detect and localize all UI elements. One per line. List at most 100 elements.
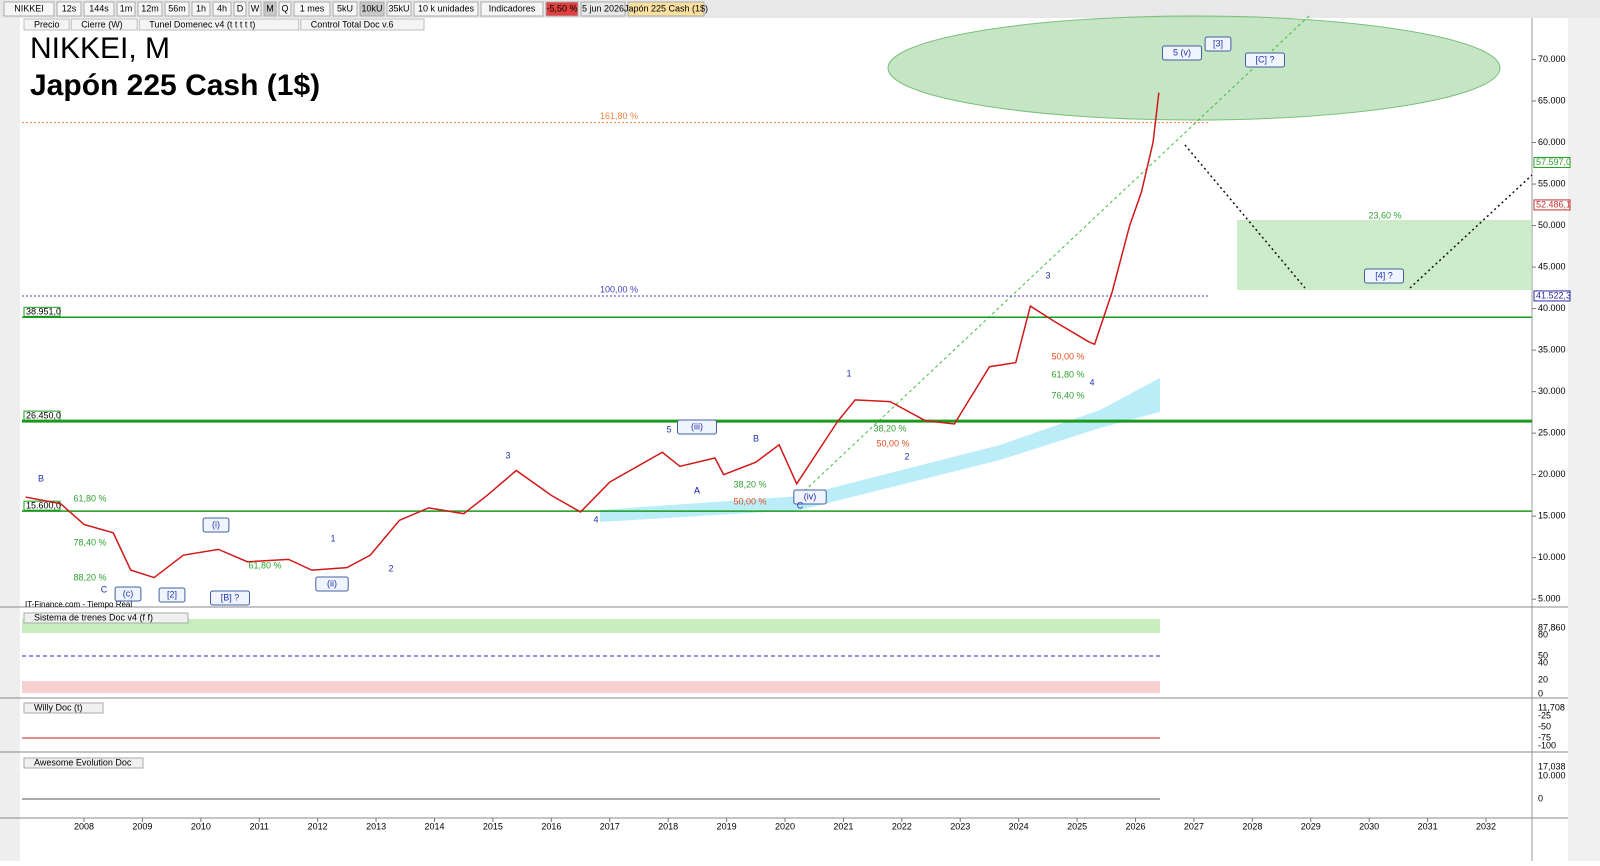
panel-header[interactable]	[23, 702, 104, 714]
symbol-select[interactable]	[3, 1, 55, 17]
chart-title: NIKKEI, M	[30, 32, 170, 65]
legend-item[interactable]	[300, 18, 425, 31]
panel-tick-label: -100	[1538, 740, 1556, 750]
panel-name[interactable]: Awesome Evolution Doc	[34, 757, 132, 767]
fib-annotation: 78,40 %	[73, 537, 106, 547]
wave-label: 4	[593, 514, 598, 524]
wave-label: 3	[1045, 270, 1050, 280]
x-tick-label: 2021	[833, 821, 853, 831]
wave-box	[202, 517, 230, 533]
level-tag	[23, 306, 61, 317]
instrument-badge[interactable]	[627, 1, 705, 17]
timeframe-button[interactable]	[278, 1, 292, 17]
fib-annotation: 50,00 %	[876, 438, 909, 448]
legend-item[interactable]	[70, 18, 138, 31]
panel-header[interactable]	[23, 612, 189, 624]
timeframe-button[interactable]	[212, 1, 232, 17]
change-badge[interactable]	[545, 1, 579, 17]
wave-label: (iv)	[804, 491, 817, 501]
timeframe-button-label[interactable]: Q	[281, 3, 288, 13]
wave-box	[158, 587, 186, 603]
date-label[interactable]	[580, 1, 626, 17]
period-select-label[interactable]: 1 mes	[300, 3, 325, 13]
timeframe-button-label[interactable]: 1h	[196, 3, 206, 13]
panels-area	[22, 607, 1532, 821]
wave-label: [4] ?	[1375, 270, 1393, 280]
date-label-label[interactable]: 5 jun 2026	[582, 3, 624, 13]
timeframe-button[interactable]	[233, 1, 247, 17]
period-select[interactable]	[293, 1, 331, 17]
wave-box	[793, 489, 827, 505]
x-tick-label: 2013	[366, 821, 386, 831]
timeframe-button-label[interactable]: M	[266, 3, 274, 13]
timeframe-button-label[interactable]: 144s	[89, 3, 109, 13]
symbol-select-label[interactable]: NIKKEI	[14, 3, 44, 13]
timeframe-button[interactable]	[191, 1, 211, 17]
panel-name[interactable]: Willy Doc (t)	[34, 702, 83, 712]
legend-label[interactable]: Precio	[34, 19, 60, 29]
panel-name[interactable]: Sistema de trenes Doc v4 (f f)	[34, 612, 153, 622]
price-tag	[1533, 290, 1571, 302]
wave-label: 3	[505, 450, 510, 460]
unit-button-label[interactable]: 10kU	[361, 3, 382, 13]
wave-label: (c)	[123, 588, 134, 598]
x-tick-label: 2030	[1359, 821, 1379, 831]
legend-label[interactable]: Control Total Doc v.6	[311, 19, 394, 29]
timeframe-button-label[interactable]: 12s	[62, 3, 77, 13]
unit-select[interactable]	[413, 1, 479, 17]
timeframe-button[interactable]	[263, 1, 277, 17]
unit-button[interactable]	[359, 1, 385, 17]
timeframe-button-label[interactable]: 4h	[217, 3, 227, 13]
timeframe-button-label[interactable]: 1m	[120, 3, 133, 13]
timeframe-button[interactable]	[56, 1, 82, 17]
legend-label[interactable]: Tunel Domenec v4 (t t t t t)	[149, 19, 255, 29]
y-tick-label: 10.000	[1538, 552, 1566, 562]
panel-tick-label: 20	[1538, 674, 1548, 684]
panel-tick-label: 0	[1538, 688, 1543, 698]
unit-button-label[interactable]: 5kU	[337, 3, 353, 13]
wave-box	[677, 419, 717, 435]
panel-header[interactable]	[23, 757, 144, 769]
oversold-band	[22, 681, 1160, 693]
x-tick-label: 2020	[775, 821, 795, 831]
timeframe-button-label[interactable]: 56m	[168, 3, 186, 13]
wave-label: C	[101, 584, 108, 594]
x-tick-label: 2031	[1418, 821, 1438, 831]
timeframe-button[interactable]	[248, 1, 262, 17]
change-badge-label[interactable]: -5,50 %	[546, 3, 577, 13]
timeframe-button[interactable]	[83, 1, 115, 17]
wave-box	[1364, 268, 1404, 284]
panel-tick-label: -25	[1538, 710, 1551, 720]
level-tag	[23, 410, 61, 421]
unit-button[interactable]	[332, 1, 358, 17]
unit-button-label[interactable]: 35kU	[388, 3, 409, 13]
level-label: 38.951,0	[26, 307, 61, 317]
timeframe-button[interactable]	[116, 1, 136, 17]
timeframe-button[interactable]	[164, 1, 190, 17]
timeframe-button-label[interactable]: D	[237, 3, 244, 13]
x-tick-label: 2026	[1125, 821, 1145, 831]
fib-annotation: 50,00 %	[1051, 351, 1084, 361]
timeframe-button-label[interactable]: W	[251, 3, 260, 13]
timeframe-button-label[interactable]: 12m	[141, 3, 159, 13]
unit-select-label[interactable]: 10 k unidades	[418, 3, 475, 13]
fib-annotation: 88,20 %	[73, 572, 106, 582]
indicators-button-label[interactable]: Indicadores	[489, 3, 536, 13]
wave-label: [3]	[1213, 38, 1223, 48]
indicators-button[interactable]	[480, 1, 544, 17]
legend-item[interactable]	[138, 18, 300, 31]
price-tag-label: 52.486,1	[1536, 199, 1571, 209]
legend-item[interactable]	[23, 18, 70, 31]
x-tick-label: 2010	[191, 821, 211, 831]
fib-label: 100,00 %	[600, 284, 638, 294]
timeframe-button[interactable]	[137, 1, 163, 17]
wave-box	[1204, 36, 1232, 52]
fib-annotation: 50,00 %	[733, 496, 766, 506]
instrument-badge-label[interactable]: Japón 225 Cash (1$)	[624, 3, 708, 13]
wave-label: [C] ?	[1255, 54, 1274, 64]
unit-button[interactable]	[386, 1, 412, 17]
legend-label[interactable]: Cierre (W)	[81, 19, 123, 29]
fib-annotation: 38,20 %	[733, 479, 766, 489]
level-label: 26.450,0	[26, 410, 61, 420]
